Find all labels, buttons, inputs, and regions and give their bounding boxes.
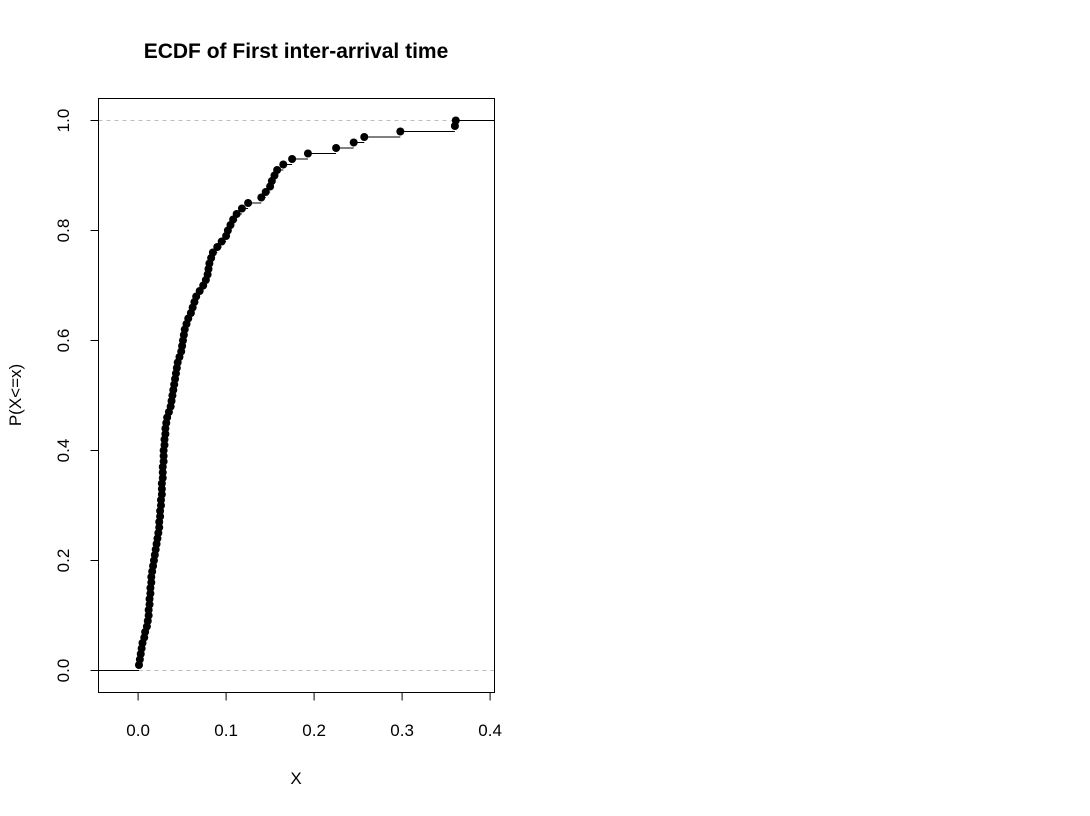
x-axis-label: X — [290, 769, 301, 788]
data-point — [157, 485, 166, 493]
ecdf-steps — [98, 120, 495, 671]
data-point — [159, 457, 168, 466]
data-point — [396, 127, 405, 136]
data-point — [349, 138, 358, 147]
x-tick-label: 0.2 — [302, 721, 326, 740]
data-point — [261, 188, 270, 196]
data-point — [232, 210, 241, 218]
y-axis-label: P(X<=x) — [6, 364, 25, 426]
data-point — [144, 611, 153, 620]
data-point — [217, 237, 226, 246]
data-point — [159, 452, 168, 460]
data-point — [147, 578, 156, 587]
data-point — [279, 160, 288, 169]
data-point — [158, 468, 167, 477]
y-tick-label: 0.4 — [54, 439, 73, 463]
plot-frame — [98, 98, 495, 693]
x-tick-label: 0.4 — [478, 721, 502, 740]
data-point — [451, 116, 460, 125]
data-point — [145, 600, 154, 609]
data-point — [157, 490, 166, 499]
reference-lines — [98, 120, 495, 671]
data-point — [273, 166, 282, 174]
data-point — [146, 589, 155, 598]
x-tick-label: 0.3 — [390, 721, 414, 740]
y-tick-label: 0.2 — [54, 549, 73, 573]
x-tick-label: 0.1 — [214, 721, 238, 740]
y-tick-label: 0.8 — [54, 219, 73, 243]
data-point — [332, 144, 341, 152]
data-point — [208, 248, 217, 257]
x-axis: 0.0 0.1 0.2 0.3 0.4 — [126, 692, 502, 740]
y-tick-label: 0.0 — [54, 659, 73, 683]
data-point — [303, 149, 312, 158]
data-point — [156, 512, 165, 521]
data-points — [134, 116, 460, 669]
data-point — [360, 133, 369, 141]
data-point — [237, 204, 246, 213]
x-tick-label: 0.0 — [126, 721, 150, 740]
y-axis: 0.0 0.2 0.4 0.6 0.8 1.0 — [54, 109, 99, 683]
data-point — [160, 441, 169, 449]
y-tick-label: 1.0 — [54, 109, 73, 133]
data-point — [257, 193, 266, 202]
y-tick-label: 0.6 — [54, 329, 73, 353]
data-point — [213, 243, 222, 251]
data-point — [161, 430, 170, 438]
data-point — [158, 474, 167, 482]
data-point — [155, 523, 164, 532]
chart-title: ECDF of First inter-arrival time — [144, 40, 449, 63]
data-point — [288, 155, 297, 163]
data-point — [156, 501, 165, 510]
data-point — [244, 199, 253, 207]
